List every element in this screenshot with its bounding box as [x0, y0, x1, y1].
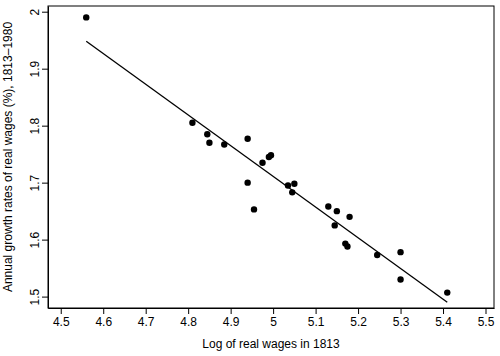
point	[344, 243, 350, 249]
y-axis: 1.5 1.6 1.7 1.8 1.9 2	[28, 7, 49, 309]
y-tick-mark	[42, 69, 48, 70]
x-axis: 4.5 4.6 4.7 4.8 4.9 5 5.1 5.2 5.3 5.4 5.5	[49, 308, 495, 329]
y-tick-label: 1.5	[28, 288, 42, 305]
fit-line	[86, 41, 447, 302]
x-tick-label: 5.5	[478, 315, 495, 329]
point	[244, 179, 250, 185]
y-tick-mark	[42, 297, 48, 298]
x-axis-title: Log of real wages in 1813	[202, 337, 340, 351]
x-tick: 5.4	[435, 308, 452, 329]
point	[244, 136, 250, 142]
x-tick-label: 4.9	[223, 315, 240, 329]
point	[259, 159, 265, 165]
x-tick: 5.2	[350, 308, 367, 329]
y-tick-mark	[42, 126, 48, 127]
x-tick-label: 4.6	[95, 315, 112, 329]
y-tick-label: 1.9	[28, 61, 42, 78]
y-axis-line	[48, 7, 49, 309]
x-tick: 4.7	[138, 308, 155, 329]
x-tick-mark	[443, 308, 444, 314]
x-tick: 4.8	[180, 308, 197, 329]
y-tick-mark	[42, 183, 48, 184]
y-axis-title: Annual growth rates of real wages (%), 1…	[1, 22, 15, 292]
point	[189, 120, 195, 126]
y-tick: 1.5	[28, 288, 48, 305]
y-tick-mark	[42, 12, 48, 13]
y-tick-label: 2	[28, 9, 42, 16]
x-tick: 5.3	[393, 308, 410, 329]
y-tick: 1.6	[28, 231, 48, 248]
x-tick-label: 5.1	[308, 315, 325, 329]
plot-area: 4.5 4.6 4.7 4.8 4.9 5 5.1 5.2 5.3 5.4 5.5 1.5 1.6 1.7…	[28, 6, 495, 329]
x-tick-label: 4.7	[138, 315, 155, 329]
x-tick-mark	[231, 308, 232, 314]
point	[206, 140, 212, 146]
x-tick-mark	[273, 308, 274, 314]
plot-frame	[48, 6, 494, 308]
x-tick-mark	[61, 308, 62, 314]
x-tick: 4.9	[223, 308, 240, 329]
point	[251, 206, 257, 212]
point	[334, 208, 340, 214]
y-tick: 1.8	[28, 117, 48, 134]
chart: 4.5 4.6 4.7 4.8 4.9 5 5.1 5.2 5.3 5.4 5.5 1.5 1.6 1.7…	[0, 0, 500, 356]
x-tick-mark	[188, 308, 189, 314]
x-tick: 5	[270, 308, 277, 329]
point	[268, 152, 274, 158]
point	[325, 203, 331, 209]
y-tick-label: 1.7	[28, 174, 42, 191]
point	[204, 131, 210, 137]
point	[397, 249, 403, 255]
x-tick: 4.5	[53, 308, 70, 329]
y-tick: 2	[28, 9, 48, 16]
x-tick-mark	[316, 308, 317, 314]
x-tick-mark	[486, 308, 487, 314]
x-axis-line	[49, 308, 495, 309]
x-tick-label: 5.4	[435, 315, 452, 329]
x-tick: 4.6	[95, 308, 112, 329]
x-tick-mark	[146, 308, 147, 314]
x-tick-mark	[401, 308, 402, 314]
x-tick: 5.5	[478, 308, 495, 329]
x-tick-label: 4.8	[180, 315, 197, 329]
point	[397, 276, 403, 282]
x-tick-mark	[103, 308, 104, 314]
marks	[83, 14, 450, 302]
point	[291, 181, 297, 187]
x-tick-label: 5.3	[393, 315, 410, 329]
y-tick: 1.7	[28, 174, 48, 191]
y-tick-mark	[42, 240, 48, 241]
y-tick: 1.9	[28, 61, 48, 78]
x-tick: 5.1	[308, 308, 325, 329]
x-tick-label: 5.2	[350, 315, 367, 329]
point	[83, 14, 89, 20]
x-tick-mark	[358, 308, 359, 314]
x-tick-label: 4.5	[53, 315, 70, 329]
point	[346, 214, 352, 220]
y-tick-label: 1.8	[28, 117, 42, 134]
point	[444, 289, 450, 295]
y-tick-label: 1.6	[28, 231, 42, 248]
x-tick-label: 5	[270, 315, 277, 329]
